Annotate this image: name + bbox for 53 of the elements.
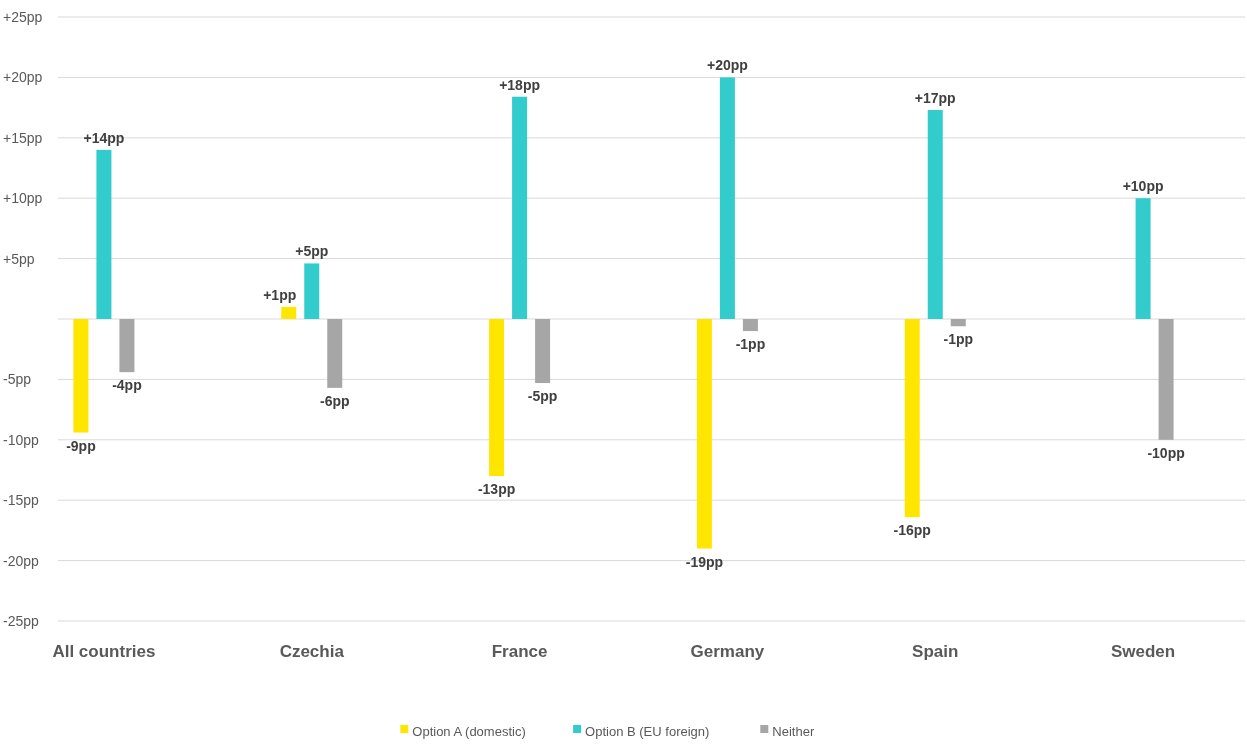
y-tick-label: -10pp xyxy=(3,431,40,448)
bar xyxy=(535,319,551,384)
data-label: +20pp xyxy=(706,57,748,74)
data-label: -19pp xyxy=(685,553,724,570)
bar xyxy=(950,319,966,327)
data-label: -13pp xyxy=(477,481,516,498)
bar xyxy=(1158,319,1174,440)
x-tick-label: France xyxy=(491,642,548,661)
data-label: +14pp xyxy=(83,129,125,146)
data-label: -4pp xyxy=(112,377,142,394)
x-tick-label: All countries xyxy=(52,642,156,661)
x-tick-label: Spain xyxy=(912,642,959,661)
y-tick-label: +15pp xyxy=(3,129,43,146)
data-label: +5pp xyxy=(295,243,329,260)
x-tick-label: Sweden xyxy=(1110,642,1176,661)
y-tick-label: +10pp xyxy=(3,190,43,207)
x-tick-label: Germany xyxy=(690,642,765,661)
legend-label: Neither xyxy=(772,723,815,739)
bar xyxy=(696,319,712,549)
data-label: +10pp xyxy=(1122,178,1164,195)
bar xyxy=(489,319,505,477)
data-label: -16pp xyxy=(893,522,931,539)
y-tick-label: -15pp xyxy=(3,492,40,509)
legend-label: Option A (domestic) xyxy=(412,723,526,739)
data-label: -5pp xyxy=(527,388,558,405)
data-label: -1pp xyxy=(943,331,974,348)
bar xyxy=(96,149,112,319)
data-label: -1pp xyxy=(735,336,766,353)
data-label: +18pp xyxy=(499,76,541,93)
y-tick-label: +20pp xyxy=(3,69,43,86)
bar xyxy=(742,319,758,332)
data-label: +1pp xyxy=(263,286,297,303)
bar xyxy=(512,96,528,319)
bar xyxy=(73,319,89,433)
data-label: -10pp xyxy=(1147,444,1185,461)
y-tick-label: +25pp xyxy=(3,8,43,25)
y-tick-label: -5pp xyxy=(3,371,32,388)
bar xyxy=(927,110,943,319)
bar xyxy=(1135,198,1151,319)
data-label: +17pp xyxy=(914,90,956,107)
data-label: -6pp xyxy=(319,392,350,409)
bar xyxy=(327,319,343,388)
y-tick-label: -20pp xyxy=(3,552,40,569)
x-tick-label: Czechia xyxy=(279,642,345,661)
y-tick-label: +5pp xyxy=(3,250,35,267)
bar xyxy=(281,306,297,319)
bar xyxy=(719,77,735,319)
data-label: -9pp xyxy=(66,437,96,454)
legend-label: Option B (EU foreign) xyxy=(585,723,710,739)
bar xyxy=(304,263,320,319)
y-tick-label: -25pp xyxy=(3,612,40,629)
bar xyxy=(904,319,920,518)
bar xyxy=(119,319,135,373)
